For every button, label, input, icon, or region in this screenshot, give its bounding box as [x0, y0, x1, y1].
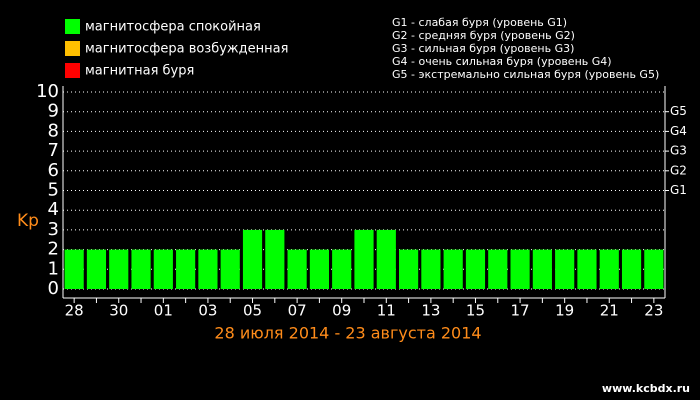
y-tick-label: 6 — [48, 160, 59, 181]
bar — [532, 249, 552, 289]
bar — [265, 229, 285, 289]
bar — [64, 249, 84, 289]
x-tick-label: 30 — [109, 302, 128, 320]
x-tick-label: 11 — [377, 302, 396, 320]
bar — [399, 249, 419, 289]
bar — [109, 249, 129, 289]
x-tick-label: 01 — [154, 302, 173, 320]
storm-level: G3 - сильная буря (уровень G3) — [392, 42, 574, 55]
x-tick-label: 15 — [466, 302, 485, 320]
x-tick-label: 28 — [65, 302, 84, 320]
y-tick-label: 3 — [48, 219, 59, 240]
bar — [599, 249, 619, 289]
legend-label: магнитная буря — [85, 64, 194, 79]
legend-swatch — [65, 19, 80, 34]
bar — [287, 249, 307, 289]
x-tick-label: 19 — [555, 302, 574, 320]
y2-tick-label: G5 — [670, 104, 687, 118]
y2-tick-label: G3 — [670, 144, 687, 158]
x-tick-label: 05 — [243, 302, 262, 320]
bar — [332, 249, 352, 289]
y2-tick-label: G4 — [670, 124, 687, 138]
watermark: www.kcbdx.ru — [602, 382, 690, 395]
x-tick-label: 07 — [288, 302, 307, 320]
y-tick-label: 4 — [48, 199, 59, 220]
y-tick-label: 7 — [48, 140, 59, 161]
bar — [220, 249, 240, 289]
legend-label: магнитосфера спокойная — [85, 20, 261, 35]
legend-swatch — [65, 63, 80, 78]
legend-label: магнитосфера возбужденная — [85, 42, 288, 57]
bar — [153, 249, 173, 289]
x-tick-label: 13 — [421, 302, 440, 320]
storm-level: G2 - средняя буря (уровень G2) — [392, 29, 575, 42]
x-tick-label: 09 — [332, 302, 351, 320]
y-tick-label: 2 — [48, 239, 59, 260]
bar — [555, 249, 575, 289]
bar — [309, 249, 329, 289]
y-tick-label: 8 — [48, 120, 59, 141]
y-tick-label: 5 — [48, 180, 59, 201]
y2-tick-label: G1 — [670, 183, 687, 197]
bar — [198, 249, 218, 289]
bar — [421, 249, 441, 289]
bar — [242, 229, 263, 289]
x-tick-label: 03 — [198, 302, 217, 320]
y-tick-label: 1 — [48, 258, 59, 279]
x-axis-label: 28 июля 2014 - 23 августа 2014 — [214, 324, 481, 343]
y-tick-label: 10 — [36, 81, 59, 102]
bar — [510, 249, 530, 289]
bar — [176, 249, 196, 289]
x-tick-label: 17 — [511, 302, 530, 320]
bar — [376, 229, 396, 289]
bar — [86, 249, 107, 289]
bar — [577, 249, 597, 289]
bar — [621, 249, 642, 289]
legend-swatch — [65, 41, 80, 56]
x-tick-label: 21 — [600, 302, 619, 320]
bar — [644, 249, 664, 289]
y-tick-label: 0 — [48, 278, 59, 299]
bar — [443, 249, 463, 289]
y-tick-label: 9 — [48, 101, 59, 122]
storm-level: G1 - слабая буря (уровень G1) — [392, 16, 567, 29]
y2-tick-label: G2 — [670, 163, 687, 177]
x-tick-label: 23 — [644, 302, 663, 320]
bar — [354, 229, 374, 289]
storm-level: G4 - очень сильная буря (уровень G4) — [392, 55, 612, 68]
bar — [131, 249, 151, 289]
y-axis-label: Kp — [17, 211, 39, 231]
bar — [465, 249, 486, 289]
storm-level: G5 - экстремально сильная буря (уровень … — [392, 68, 659, 81]
bar — [488, 249, 508, 289]
